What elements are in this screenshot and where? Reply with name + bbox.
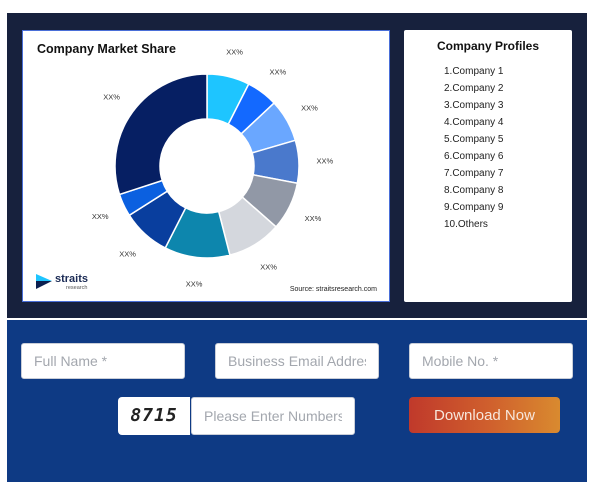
slice-label: XX% — [92, 212, 109, 221]
slice-label: XX% — [301, 104, 318, 113]
brand-name: straits — [55, 273, 89, 285]
profile-item: 8.Company 8 — [444, 185, 504, 196]
profile-item: 7.Company 7 — [444, 168, 504, 179]
mobile-number-field[interactable] — [409, 343, 573, 379]
brand-mark-icon — [36, 274, 52, 289]
profile-item: 1.Company 1 — [444, 66, 504, 77]
profiles-list: 1.Company 1 2.Company 2 3.Company 3 4.Co… — [444, 63, 503, 233]
company-profiles-card: Company Profiles 1.Company 1 2.Company 2… — [404, 30, 572, 302]
profile-item: 9.Company 9 — [444, 202, 504, 213]
brand-sub: research — [66, 285, 88, 291]
slice-label: XX% — [270, 68, 287, 77]
chart-title: Company Market Share — [37, 42, 176, 56]
profile-item: 3.Company 3 — [444, 100, 504, 111]
brand-logo: straits research — [35, 272, 115, 296]
profile-item: 5.Company 5 — [444, 134, 504, 145]
chart-source: Source: straitsresearch.com — [289, 286, 377, 293]
slice-label: XX% — [260, 263, 277, 272]
profiles-title: Company Profiles — [436, 39, 540, 53]
donut-chart: XX% XX% XX% XX% XX% XX% XX% XX% XX% XX% — [92, 47, 334, 288]
slice-label: XX% — [305, 214, 322, 223]
captcha-code: 8715 — [118, 397, 190, 435]
slice-label: XX% — [119, 249, 136, 258]
slice-label: XX% — [103, 93, 120, 102]
captcha-input[interactable] — [191, 397, 355, 435]
profile-item: 4.Company 4 — [444, 117, 504, 128]
slice-label: XX% — [317, 156, 334, 165]
slice-label: XX% — [186, 279, 203, 288]
business-email-field[interactable] — [215, 343, 379, 379]
profile-item: 2.Company 2 — [444, 83, 504, 94]
slice-label: XX% — [226, 47, 243, 56]
donut-slice — [114, 73, 208, 196]
full-name-field[interactable] — [21, 343, 185, 379]
profile-item: 6.Company 6 — [444, 151, 504, 162]
market-share-chart-card: Company Market Share XX% XX% XX% XX% XX% XX% X… — [22, 30, 390, 302]
download-now-button[interactable]: Download Now — [409, 397, 560, 433]
profile-item: 10.Others — [444, 219, 488, 230]
